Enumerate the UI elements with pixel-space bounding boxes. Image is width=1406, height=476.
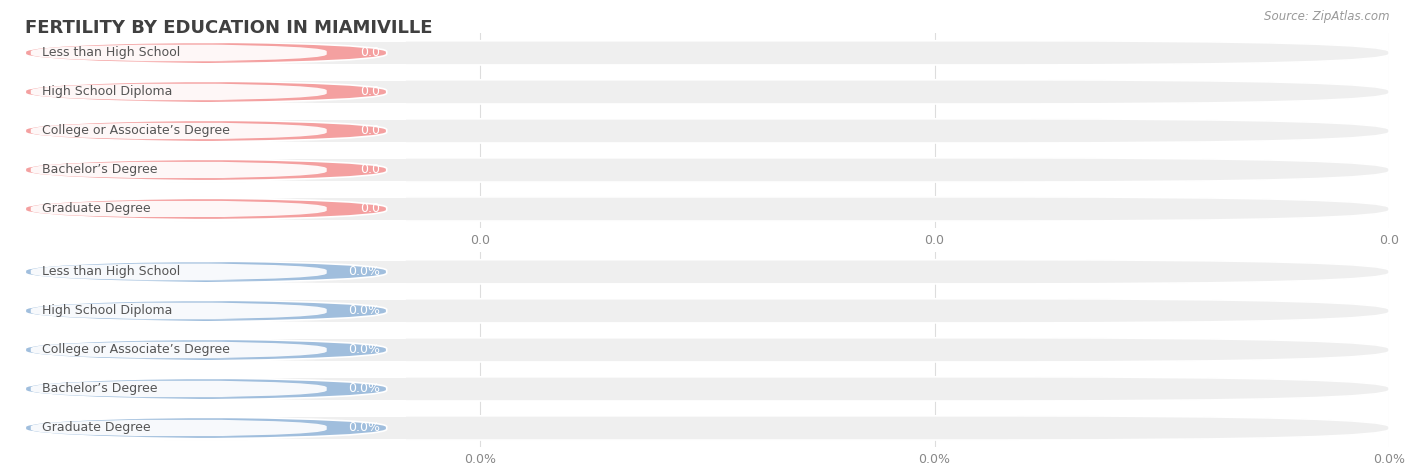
Text: 0.0: 0.0: [360, 202, 380, 216]
Text: 0.0: 0.0: [360, 163, 380, 177]
FancyBboxPatch shape: [25, 80, 1389, 104]
Text: FERTILITY BY EDUCATION IN MIAMIVILLE: FERTILITY BY EDUCATION IN MIAMIVILLE: [25, 19, 433, 37]
Text: 0.0%: 0.0%: [347, 304, 380, 317]
FancyBboxPatch shape: [6, 416, 406, 440]
FancyBboxPatch shape: [6, 41, 406, 65]
FancyBboxPatch shape: [6, 338, 406, 362]
FancyBboxPatch shape: [31, 419, 326, 437]
Text: 0.0: 0.0: [360, 46, 380, 60]
FancyBboxPatch shape: [25, 197, 1389, 221]
FancyBboxPatch shape: [31, 380, 326, 398]
FancyBboxPatch shape: [6, 197, 406, 221]
FancyBboxPatch shape: [25, 158, 1389, 182]
Text: Bachelor’s Degree: Bachelor’s Degree: [42, 163, 157, 177]
FancyBboxPatch shape: [6, 119, 406, 143]
FancyBboxPatch shape: [31, 302, 326, 320]
FancyBboxPatch shape: [6, 377, 406, 401]
FancyBboxPatch shape: [6, 260, 406, 284]
FancyBboxPatch shape: [6, 299, 406, 323]
Text: 0.0%: 0.0%: [347, 265, 380, 278]
FancyBboxPatch shape: [25, 119, 1389, 143]
FancyBboxPatch shape: [6, 80, 406, 104]
Text: Graduate Degree: Graduate Degree: [42, 202, 150, 216]
FancyBboxPatch shape: [31, 263, 326, 281]
Text: 0.0%: 0.0%: [347, 343, 380, 357]
FancyBboxPatch shape: [25, 377, 1389, 401]
Text: 0.0: 0.0: [360, 124, 380, 138]
FancyBboxPatch shape: [31, 122, 326, 140]
FancyBboxPatch shape: [31, 83, 326, 101]
FancyBboxPatch shape: [6, 158, 406, 182]
Text: 0.0%: 0.0%: [347, 421, 380, 435]
FancyBboxPatch shape: [25, 299, 1389, 323]
Text: Graduate Degree: Graduate Degree: [42, 421, 150, 435]
FancyBboxPatch shape: [25, 416, 1389, 440]
Text: Less than High School: Less than High School: [42, 265, 180, 278]
Text: High School Diploma: High School Diploma: [42, 304, 172, 317]
Text: Bachelor’s Degree: Bachelor’s Degree: [42, 382, 157, 396]
Text: High School Diploma: High School Diploma: [42, 85, 172, 99]
FancyBboxPatch shape: [25, 260, 1389, 284]
FancyBboxPatch shape: [31, 161, 326, 179]
Text: Source: ZipAtlas.com: Source: ZipAtlas.com: [1264, 10, 1389, 22]
FancyBboxPatch shape: [25, 338, 1389, 362]
Text: Less than High School: Less than High School: [42, 46, 180, 60]
Text: 0.0: 0.0: [360, 85, 380, 99]
Text: College or Associate’s Degree: College or Associate’s Degree: [42, 124, 229, 138]
FancyBboxPatch shape: [25, 41, 1389, 65]
FancyBboxPatch shape: [31, 341, 326, 359]
Text: 0.0%: 0.0%: [347, 382, 380, 396]
FancyBboxPatch shape: [31, 44, 326, 62]
Text: College or Associate’s Degree: College or Associate’s Degree: [42, 343, 229, 357]
FancyBboxPatch shape: [31, 200, 326, 218]
